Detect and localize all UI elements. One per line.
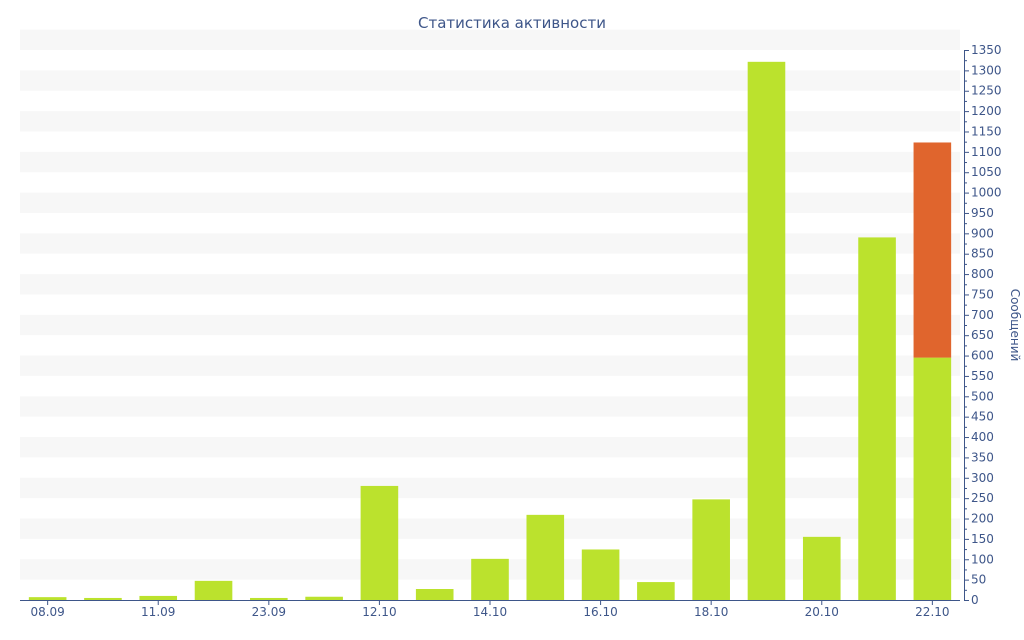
grid-band [20,314,960,336]
grid-band [20,437,960,458]
y-tick-label: 1000 [971,186,1002,200]
bar [913,357,952,600]
y-tick-label: 950 [971,206,994,220]
y-tick-label: 600 [971,349,994,363]
x-tick-label: 18.10 [694,605,728,619]
grid-band [20,192,960,213]
y-tick-label: 150 [971,532,994,546]
grid-band [20,151,960,173]
y-tick-label: 200 [971,512,994,526]
bar [747,61,786,600]
y-tick-label: 1100 [971,145,1002,159]
bar [526,514,565,600]
grid-band [20,233,960,254]
bar [250,597,288,600]
y-tick-label: 1050 [971,165,1002,179]
y-tick-label: 500 [971,389,994,403]
bar [360,485,399,600]
bar [415,589,454,600]
x-tick-label: 12.10 [362,605,396,619]
bar [28,597,67,600]
grid-band [20,274,960,295]
bar [84,597,122,600]
y-axis-label: Сообщений [1008,289,1022,362]
y-tick-label: 300 [971,471,994,485]
x-tick-label: 23.09 [252,605,286,619]
y-tick-label: 750 [971,287,994,301]
y-tick-label: 1150 [971,124,1002,138]
y-tick-label: 550 [971,369,994,383]
y-tick-label: 800 [971,267,994,281]
x-tick-label: 08.09 [30,605,64,619]
x-tick-label: 22.10 [915,605,949,619]
bar [637,582,675,600]
y-tick-label: 1250 [971,84,1002,98]
y-tick-label: 0 [971,593,979,607]
chart-title: Статистика активности [418,14,606,32]
x-tick-label: 11.09 [141,605,175,619]
x-tick-label: 16.10 [583,605,617,619]
bar [858,237,896,600]
y-tick-label: 350 [971,450,994,464]
bar [139,595,178,600]
bar [581,549,620,600]
x-tick-label: 20.10 [805,605,839,619]
y-tick-label: 1200 [971,104,1002,118]
y-tick-label: 100 [971,552,994,566]
bar-segment-secondary [913,142,952,358]
y-tick-label: 250 [971,491,994,505]
bar [692,499,730,600]
y-tick-label: 1300 [971,63,1002,77]
grid-band [20,111,960,132]
y-tick-label: 650 [971,328,994,342]
grid-band [20,355,960,376]
grid-band [20,518,960,539]
grid-band [20,396,960,417]
grid-band [20,70,960,91]
bar [802,536,841,600]
bar [194,580,233,600]
x-tick-label: 14.10 [473,605,507,619]
bar [471,558,509,600]
grid-band [20,29,960,50]
grid-band [20,477,960,499]
y-tick-label: 450 [971,410,994,424]
y-tick-label: 1350 [971,43,1002,57]
y-tick-label: 850 [971,247,994,261]
y-tick-label: 700 [971,308,994,322]
y-tick-label: 50 [971,573,986,587]
bar [305,596,343,600]
y-tick-label: 400 [971,430,994,444]
y-tick-label: 900 [971,226,994,240]
